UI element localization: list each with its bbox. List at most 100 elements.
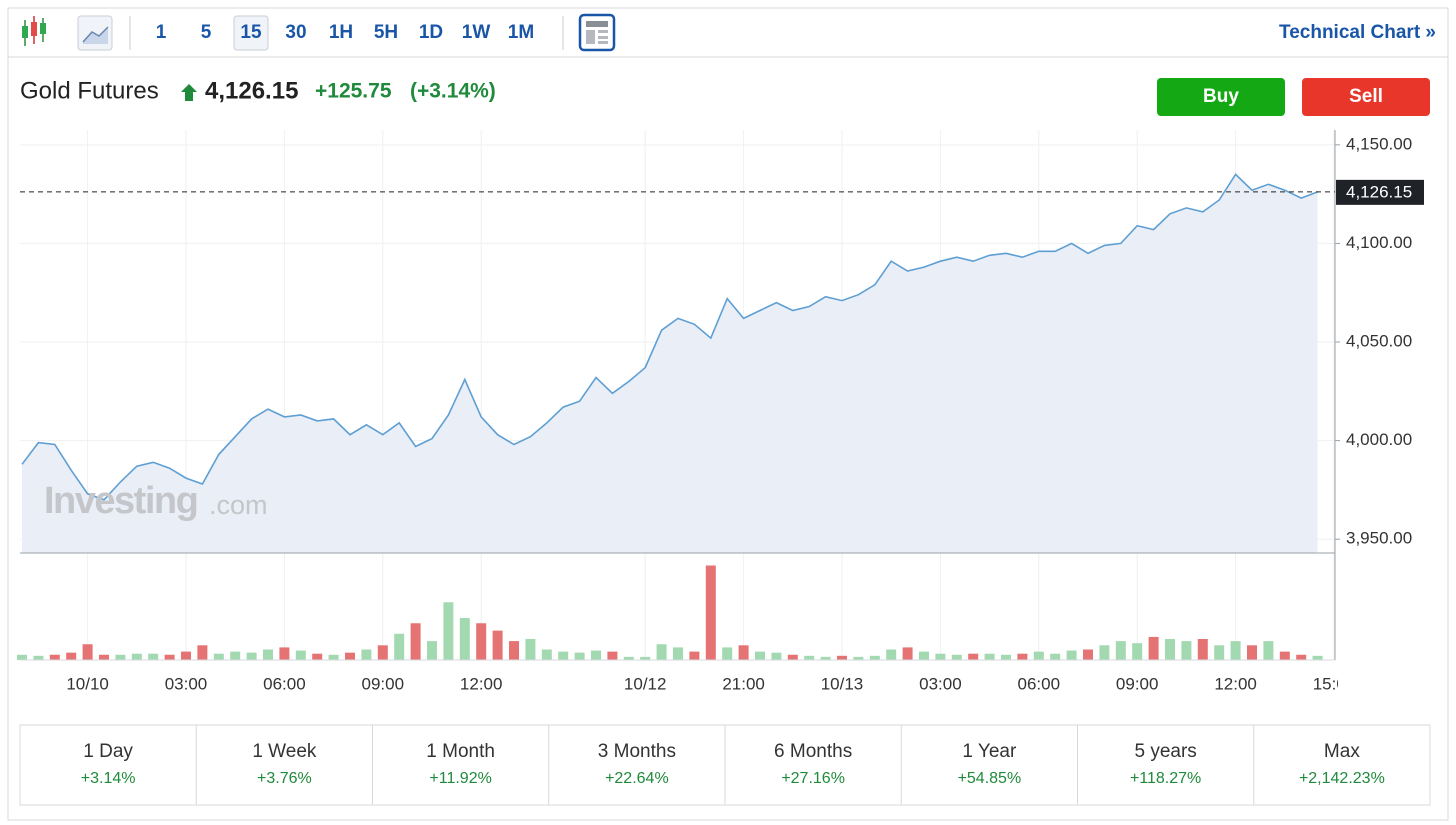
interval-button[interactable]: 1 xyxy=(156,22,167,43)
period-change: +3.14% xyxy=(81,770,136,787)
x-tick-label: 03:00 xyxy=(165,674,208,693)
volume-bar xyxy=(1263,641,1274,660)
volume-bar xyxy=(541,649,552,660)
volume-bar xyxy=(1279,651,1290,660)
interval-button[interactable]: 5H xyxy=(374,22,398,43)
buy-button[interactable] xyxy=(1157,78,1285,116)
last-price-box xyxy=(1336,179,1424,205)
volume-bar xyxy=(1214,645,1225,660)
period-label[interactable]: 1 Day xyxy=(83,741,133,762)
volume-bar xyxy=(902,647,913,660)
volume-bar xyxy=(66,652,77,660)
period-change: +11.92% xyxy=(429,770,491,787)
last-price-label: 4,126.15 xyxy=(1346,182,1412,201)
interval-button[interactable]: 1D xyxy=(419,22,443,43)
volume-bar xyxy=(345,652,355,660)
volume-bar xyxy=(131,653,142,660)
volume-bar xyxy=(886,649,897,660)
volume-bar xyxy=(804,655,815,660)
volume-bar xyxy=(705,565,716,660)
buy-label[interactable]: Buy xyxy=(1203,86,1239,107)
volume-bar xyxy=(328,654,339,660)
volume-bar xyxy=(673,647,683,660)
interval-button[interactable]: 30 xyxy=(285,22,306,43)
period-label[interactable]: 1 Year xyxy=(962,741,1017,762)
period-change: +2,142.23% xyxy=(1299,770,1385,787)
volume-bar xyxy=(213,653,224,660)
volume-bar xyxy=(525,639,536,660)
volume-bar xyxy=(787,654,798,660)
technical-chart-link[interactable]: Technical Chart » xyxy=(1279,22,1436,43)
sell-label[interactable]: Sell xyxy=(1349,86,1383,107)
interval-button[interactable]: 15 xyxy=(240,22,262,43)
instrument-name: Gold Futures xyxy=(20,77,159,104)
volume-bar xyxy=(459,618,470,660)
period-label[interactable]: 1 Week xyxy=(252,741,317,762)
candle-icon[interactable] xyxy=(22,16,46,46)
x-tick-label: 09:00 xyxy=(1116,674,1159,693)
period-change: +118.27% xyxy=(1130,770,1201,787)
interval-button[interactable]: 5 xyxy=(201,22,212,43)
volume-bar xyxy=(689,651,700,660)
period-label[interactable]: 3 Months xyxy=(598,741,676,762)
volume-bar xyxy=(279,647,290,660)
volume-bar xyxy=(755,651,765,660)
volume-bar xyxy=(443,602,454,660)
volume-bar xyxy=(1083,649,1093,660)
x-tick-label: 06:00 xyxy=(1018,674,1061,693)
volume-bar xyxy=(17,654,27,660)
period-label[interactable]: 1 Month xyxy=(426,741,495,762)
period-change: +22.64% xyxy=(605,770,669,787)
period-label[interactable]: 6 Months xyxy=(774,741,852,762)
price-change-pct: (+3.14%) xyxy=(410,80,496,103)
volume-bar xyxy=(951,654,962,660)
volume-bar xyxy=(869,655,880,660)
x-tick-label: 06:00 xyxy=(263,674,306,693)
interval-button[interactable]: 1M xyxy=(508,22,534,43)
volume-bar xyxy=(1165,639,1175,660)
volume-bar xyxy=(1312,655,1323,660)
area-icon[interactable] xyxy=(77,15,113,51)
x-tick-label: 10/12 xyxy=(624,674,667,693)
volume-bar xyxy=(1017,653,1028,660)
volume-bar xyxy=(509,641,519,660)
volume-bar xyxy=(1115,641,1126,660)
volume-bar xyxy=(394,633,405,660)
volume-bar xyxy=(263,649,273,660)
volume-bar xyxy=(591,650,601,660)
price-change: +125.75 xyxy=(315,80,392,103)
watermark-suffix: .com xyxy=(209,490,268,520)
y-tick-label: 4,000.00 xyxy=(1346,430,1412,449)
watermark: Investing xyxy=(44,480,197,522)
volume-bar xyxy=(853,656,864,660)
volume-bar xyxy=(295,650,306,660)
period-label[interactable]: Max xyxy=(1324,741,1360,762)
volume-bar xyxy=(410,623,421,660)
period-change: +27.16% xyxy=(781,770,845,787)
x-tick-label: 12:00 xyxy=(1214,674,1257,693)
interval-active xyxy=(233,15,269,51)
volume-bar xyxy=(623,656,634,660)
volume-bar xyxy=(361,649,372,660)
x-tick-label: 09:00 xyxy=(362,674,405,693)
volume-bar xyxy=(427,641,437,660)
x-tick-label: 21:00 xyxy=(722,674,765,693)
sell-button[interactable] xyxy=(1302,78,1430,116)
layout-icon[interactable] xyxy=(578,13,616,52)
volume-bar xyxy=(738,645,749,660)
interval-button[interactable]: 1W xyxy=(462,22,491,43)
volume-bar xyxy=(99,654,109,660)
last-price: 4,126.15 xyxy=(205,77,298,104)
volume-bar xyxy=(640,656,651,660)
y-tick-label: 4,100.00 xyxy=(1346,233,1412,252)
volume-bar xyxy=(1033,651,1044,660)
y-tick-label: 4,050.00 xyxy=(1346,331,1412,350)
volume-bar xyxy=(49,654,60,660)
period-label[interactable]: 5 years xyxy=(1134,741,1196,762)
interval-button[interactable]: 1H xyxy=(329,22,353,43)
volume-bar xyxy=(968,653,979,660)
volume-bar xyxy=(1050,653,1061,660)
volume-bar xyxy=(1099,645,1110,660)
up-arrow xyxy=(181,84,197,101)
